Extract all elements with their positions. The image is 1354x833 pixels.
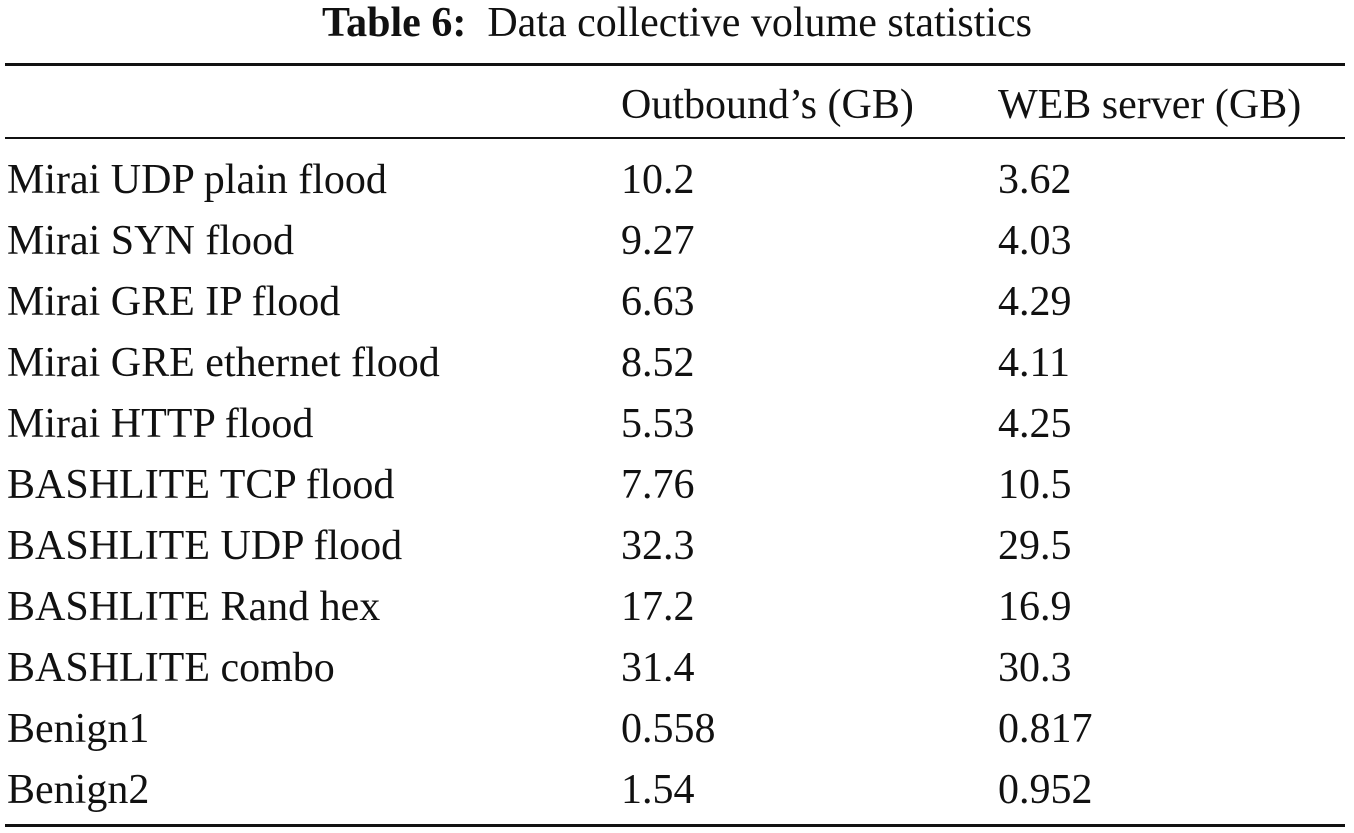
row-outbound: 0.558: [621, 706, 716, 752]
table-row: Benign2 1.54 0.952: [0, 760, 1354, 821]
table-header-rule: [5, 137, 1345, 139]
header-outbound: Outbound’s (GB): [621, 82, 914, 128]
row-outbound: 9.27: [621, 218, 695, 264]
table-row: BASHLITE Rand hex 17.2 16.9: [0, 577, 1354, 638]
table-row: Mirai GRE ethernet flood 8.52 4.11: [0, 333, 1354, 394]
table-body: Mirai UDP plain flood 10.2 3.62 Mirai SY…: [0, 150, 1354, 821]
table-row: Mirai HTTP flood 5.53 4.25: [0, 394, 1354, 455]
row-outbound: 6.63: [621, 279, 695, 325]
row-web: 4.25: [998, 401, 1072, 447]
row-outbound: 8.52: [621, 340, 695, 386]
row-name: BASHLITE Rand hex: [7, 584, 381, 630]
table-bottom-rule: [5, 824, 1345, 827]
table-row: BASHLITE TCP flood 7.76 10.5: [0, 455, 1354, 516]
row-outbound: 5.53: [621, 401, 695, 447]
table-top-rule: [5, 63, 1345, 66]
row-web: 30.3: [998, 645, 1072, 691]
row-name: Mirai GRE ethernet flood: [7, 340, 440, 386]
row-web: 29.5: [998, 523, 1072, 569]
row-web: 16.9: [998, 584, 1072, 630]
row-web: 4.03: [998, 218, 1072, 264]
row-outbound: 1.54: [621, 767, 695, 813]
row-name: BASHLITE combo: [7, 645, 335, 691]
table-row: BASHLITE UDP flood 32.3 29.5: [0, 516, 1354, 577]
table-row: Mirai GRE IP flood 6.63 4.29: [0, 272, 1354, 333]
row-outbound: 31.4: [621, 645, 695, 691]
row-name: Benign1: [7, 706, 150, 752]
table-caption: Table 6: Data collective volume statisti…: [0, 0, 1354, 50]
header-web-server: WEB server (GB): [998, 82, 1302, 128]
table-header-row: Outbound’s (GB) WEB server (GB): [0, 80, 1354, 130]
row-name: Mirai GRE IP flood: [7, 279, 341, 325]
row-outbound: 7.76: [621, 462, 695, 508]
row-name: Mirai UDP plain flood: [7, 157, 387, 203]
row-outbound: 32.3: [621, 523, 695, 569]
table-caption-text: Data collective volume statistics: [487, 0, 1032, 46]
row-web: 4.11: [998, 340, 1070, 386]
row-name: Mirai SYN flood: [7, 218, 294, 264]
table-caption-label: Table 6:: [322, 0, 467, 46]
table-row: Mirai SYN flood 9.27 4.03: [0, 211, 1354, 272]
table-row: Mirai UDP plain flood 10.2 3.62: [0, 150, 1354, 211]
row-outbound: 17.2: [621, 584, 695, 630]
row-web: 3.62: [998, 157, 1072, 203]
row-web: 4.29: [998, 279, 1072, 325]
row-web: 0.952: [998, 767, 1093, 813]
table-row: BASHLITE combo 31.4 30.3: [0, 638, 1354, 699]
row-name: BASHLITE TCP flood: [7, 462, 395, 508]
row-outbound: 10.2: [621, 157, 695, 203]
row-web: 10.5: [998, 462, 1072, 508]
row-name: Benign2: [7, 767, 150, 813]
row-name: Mirai HTTP flood: [7, 401, 314, 447]
row-web: 0.817: [998, 706, 1093, 752]
row-name: BASHLITE UDP flood: [7, 523, 403, 569]
table-row: Benign1 0.558 0.817: [0, 699, 1354, 760]
